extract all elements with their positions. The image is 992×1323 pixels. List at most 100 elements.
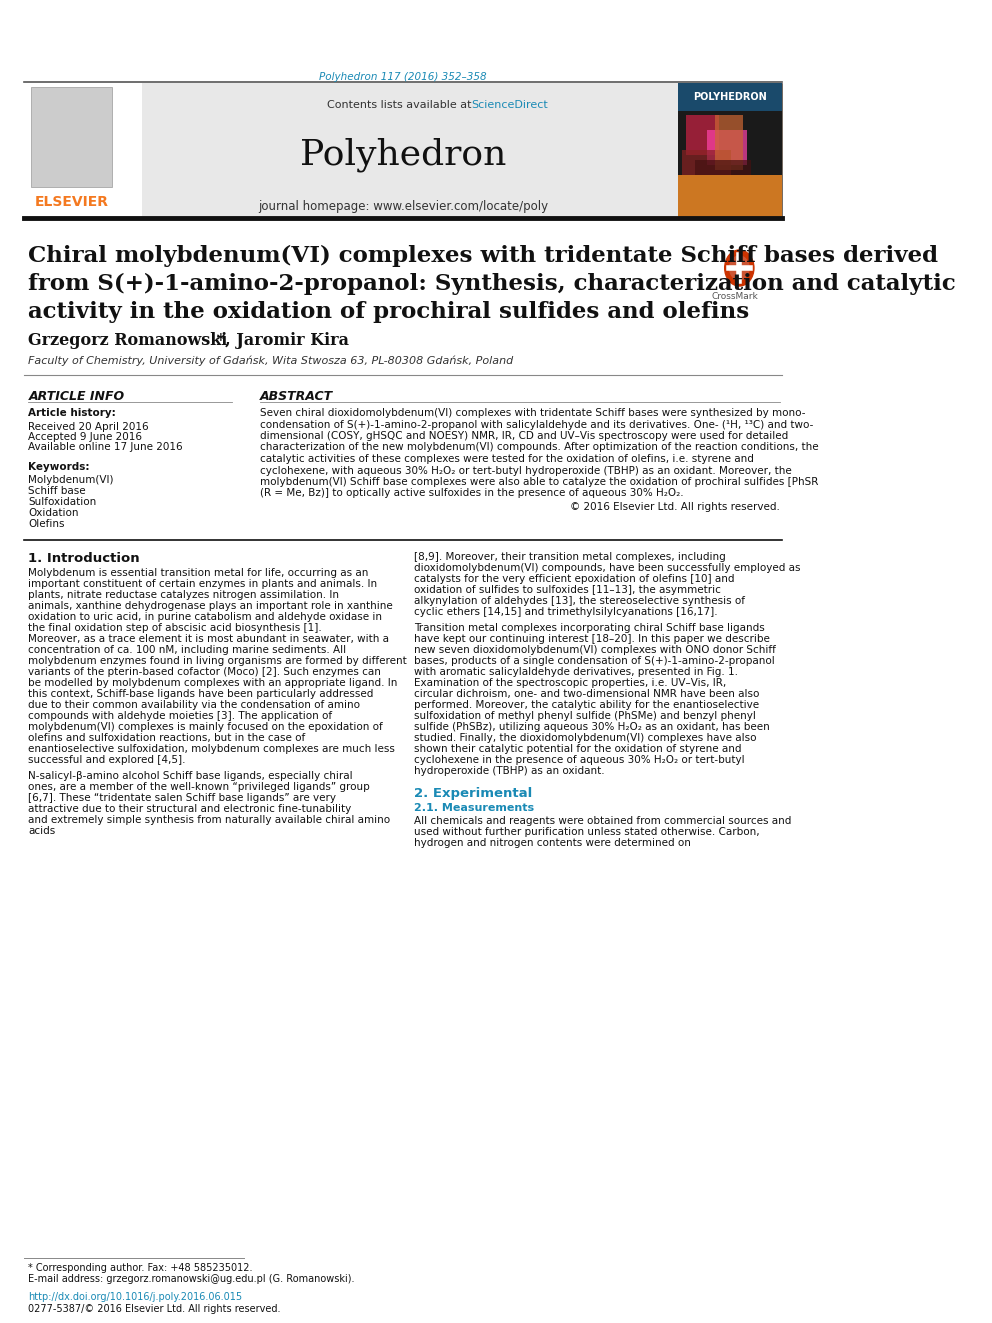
Text: Article history:: Article history: xyxy=(29,407,116,418)
Text: ARTICLE INFO: ARTICLE INFO xyxy=(29,390,125,404)
Text: oxidation to uric acid, in purine catabolism and aldehyde oxidase in: oxidation to uric acid, in purine catabo… xyxy=(29,613,383,622)
Text: the final oxidation step of abscisic acid biosynthesis [1].: the final oxidation step of abscisic aci… xyxy=(29,623,322,632)
Text: dioxidomolybdenum(VI) compounds, have been successfully employed as: dioxidomolybdenum(VI) compounds, have be… xyxy=(415,564,801,573)
Text: olefins and sulfoxidation reactions, but in the case of: olefins and sulfoxidation reactions, but… xyxy=(29,733,306,744)
Bar xyxy=(682,149,731,180)
Text: compounds with aldehyde moieties [3]. The application of: compounds with aldehyde moieties [3]. Th… xyxy=(29,710,332,721)
Text: ones, are a member of the well-known “privileged ligands” group: ones, are a member of the well-known “pr… xyxy=(29,782,370,792)
Text: Polyhedron 117 (2016) 352–358: Polyhedron 117 (2016) 352–358 xyxy=(319,71,487,82)
Text: Molybdenum is essential transition metal for life, occurring as an: Molybdenum is essential transition metal… xyxy=(29,568,369,578)
Text: Polyhedron: Polyhedron xyxy=(300,138,506,172)
Text: Schiff base: Schiff base xyxy=(29,486,86,496)
Text: ABSTRACT: ABSTRACT xyxy=(260,390,333,404)
Text: characterization of the new molybdenum(VI) compounds. After optimization of the : characterization of the new molybdenum(V… xyxy=(260,442,818,452)
Text: due to their common availability via the condensation of amino: due to their common availability via the… xyxy=(29,700,360,710)
Text: ScienceDirect: ScienceDirect xyxy=(471,101,548,110)
Text: [6,7]. These “tridentate salen Schiff base ligands” are very: [6,7]. These “tridentate salen Schiff ba… xyxy=(29,792,336,803)
Text: with aromatic salicylaldehyde derivatives, presented in Fig. 1.: with aromatic salicylaldehyde derivative… xyxy=(415,667,738,677)
Text: ELSEVIER: ELSEVIER xyxy=(35,194,108,209)
Text: hydrogen and nitrogen contents were determined on: hydrogen and nitrogen contents were dete… xyxy=(415,837,691,848)
Text: POLYHEDRON: POLYHEDRON xyxy=(692,93,767,102)
Text: used without further purification unless stated otherwise. Carbon,: used without further purification unless… xyxy=(415,827,760,837)
Bar xyxy=(679,83,782,111)
Text: (R = Me, Bz)] to optically active sulfoxides in the presence of aqueous 30% H₂O₂: (R = Me, Bz)] to optically active sulfox… xyxy=(260,488,683,499)
Text: All chemicals and reagents were obtained from commercial sources and: All chemicals and reagents were obtained… xyxy=(415,816,792,826)
Bar xyxy=(715,115,743,169)
Text: Received 20 April 2016: Received 20 April 2016 xyxy=(29,422,149,433)
Text: hydroperoxide (TBHP) as an oxidant.: hydroperoxide (TBHP) as an oxidant. xyxy=(415,766,605,777)
Text: 1. Introduction: 1. Introduction xyxy=(29,552,140,565)
Text: circular dichroism, one- and two-dimensional NMR have been also: circular dichroism, one- and two-dimensi… xyxy=(415,689,760,699)
Text: catalytic activities of these complexes were tested for the oxidation of olefins: catalytic activities of these complexes … xyxy=(260,454,754,464)
Text: oxidation of sulfides to sulfoxides [11–13], the asymmetric: oxidation of sulfides to sulfoxides [11–… xyxy=(415,585,721,595)
Circle shape xyxy=(725,250,754,286)
Text: Oxidation: Oxidation xyxy=(29,508,79,519)
Text: Accepted 9 June 2016: Accepted 9 June 2016 xyxy=(29,433,143,442)
Text: shown their catalytic potential for the oxidation of styrene and: shown their catalytic potential for the … xyxy=(415,744,742,754)
Text: Chiral molybdenum(VI) complexes with tridentate Schiff bases derived: Chiral molybdenum(VI) complexes with tri… xyxy=(29,245,938,267)
Text: CrossMark: CrossMark xyxy=(712,292,759,302)
Text: condensation of S(+)-1-amino-2-propanol with salicylaldehyde and its derivatives: condensation of S(+)-1-amino-2-propanol … xyxy=(260,419,813,430)
Text: Available online 17 June 2016: Available online 17 June 2016 xyxy=(29,442,184,452)
Bar xyxy=(679,83,782,218)
Bar xyxy=(25,83,142,218)
Text: Faculty of Chemistry, University of Gdańsk, Wita Stwosza 63, PL-80308 Gdańsk, Po: Faculty of Chemistry, University of Gdań… xyxy=(29,355,514,365)
Text: Molybdenum(VI): Molybdenum(VI) xyxy=(29,475,114,486)
Text: dimensional (COSY, gHSQC and NOESY) NMR, IR, CD and UV–Vis spectroscopy were use: dimensional (COSY, gHSQC and NOESY) NMR,… xyxy=(260,431,789,441)
Text: journal homepage: www.elsevier.com/locate/poly: journal homepage: www.elsevier.com/locat… xyxy=(258,200,548,213)
Text: 2. Experimental: 2. Experimental xyxy=(415,787,533,800)
Text: sulfoxidation of methyl phenyl sulfide (PhSMe) and benzyl phenyl: sulfoxidation of methyl phenyl sulfide (… xyxy=(415,710,756,721)
Bar xyxy=(686,115,719,155)
Circle shape xyxy=(729,255,749,280)
Text: plants, nitrate reductase catalyzes nitrogen assimilation. In: plants, nitrate reductase catalyzes nitr… xyxy=(29,590,339,601)
Text: important constituent of certain enzymes in plants and animals. In: important constituent of certain enzymes… xyxy=(29,579,378,589)
Text: variants of the pterin-based cofactor (Moco) [2]. Such enzymes can: variants of the pterin-based cofactor (M… xyxy=(29,667,381,677)
Text: [8,9]. Moreover, their transition metal complexes, including: [8,9]. Moreover, their transition metal … xyxy=(415,552,726,562)
Text: molybdenum(VI) complexes is mainly focused on the epoxidation of: molybdenum(VI) complexes is mainly focus… xyxy=(29,722,383,732)
Text: this context, Schiff-base ligands have been particularly addressed: this context, Schiff-base ligands have b… xyxy=(29,689,374,699)
Text: E-mail address: grzegorz.romanowski@ug.edu.pl (G. Romanowski).: E-mail address: grzegorz.romanowski@ug.e… xyxy=(29,1274,355,1285)
Text: cyclic ethers [14,15] and trimethylsilylcyanations [16,17].: cyclic ethers [14,15] and trimethylsilyl… xyxy=(415,607,718,617)
Text: from S(+)-1-amino-2-propanol: Synthesis, characterization and catalytic: from S(+)-1-amino-2-propanol: Synthesis,… xyxy=(29,273,956,295)
Bar xyxy=(694,160,752,194)
Text: have kept our continuing interest [18–20]. In this paper we describe: have kept our continuing interest [18–20… xyxy=(415,634,770,644)
Bar xyxy=(31,87,112,187)
Text: molybdenum(VI) Schiff base complexes were also able to catalyze the oxidation of: molybdenum(VI) Schiff base complexes wer… xyxy=(260,478,818,487)
Text: *, Jaromir Kira: *, Jaromir Kira xyxy=(211,332,349,349)
Text: molybdenum enzymes found in living organisms are formed by different: molybdenum enzymes found in living organ… xyxy=(29,656,407,665)
Text: bases, products of a single condensation of S(+)-1-amino-2-propanol: bases, products of a single condensation… xyxy=(415,656,775,665)
Text: be modelled by molybdenum complexes with an appropriate ligand. In: be modelled by molybdenum complexes with… xyxy=(29,677,398,688)
Text: animals, xanthine dehydrogenase plays an important role in xanthine: animals, xanthine dehydrogenase plays an… xyxy=(29,601,393,611)
Text: attractive due to their structural and electronic fine-tunability: attractive due to their structural and e… xyxy=(29,804,352,814)
Text: Sulfoxidation: Sulfoxidation xyxy=(29,497,96,507)
Bar xyxy=(679,111,782,201)
Text: http://dx.doi.org/10.1016/j.poly.2016.06.015: http://dx.doi.org/10.1016/j.poly.2016.06… xyxy=(29,1293,243,1302)
Text: 2.1. Measurements: 2.1. Measurements xyxy=(415,803,535,814)
Text: catalysts for the very efficient epoxidation of olefins [10] and: catalysts for the very efficient epoxida… xyxy=(415,574,735,583)
Text: alkynylation of aldehydes [13], the stereoselective synthesis of: alkynylation of aldehydes [13], the ster… xyxy=(415,595,745,606)
Text: and extremely simple synthesis from naturally available chiral amino: and extremely simple synthesis from natu… xyxy=(29,815,391,826)
Text: Seven chiral dioxidomolybdenum(VI) complexes with tridentate Schiff bases were s: Seven chiral dioxidomolybdenum(VI) compl… xyxy=(260,407,806,418)
Text: successful and explored [4,5].: successful and explored [4,5]. xyxy=(29,755,186,765)
Text: Grzegorz Romanowski: Grzegorz Romanowski xyxy=(29,332,228,349)
Text: new seven dioxidomolybdenum(VI) complexes with ONO donor Schiff: new seven dioxidomolybdenum(VI) complexe… xyxy=(415,646,776,655)
Text: Olefins: Olefins xyxy=(29,519,64,529)
Text: cyclohexene, with aqueous 30% H₂O₂ or tert-butyl hydroperoxide (TBHP) as an oxid: cyclohexene, with aqueous 30% H₂O₂ or te… xyxy=(260,466,792,475)
Text: © 2016 Elsevier Ltd. All rights reserved.: © 2016 Elsevier Ltd. All rights reserved… xyxy=(570,501,780,512)
Bar xyxy=(142,83,679,218)
Text: Examination of the spectroscopic properties, i.e. UV–Vis, IR,: Examination of the spectroscopic propert… xyxy=(415,677,726,688)
Text: studied. Finally, the dioxidomolybdenum(VI) complexes have also: studied. Finally, the dioxidomolybdenum(… xyxy=(415,733,757,744)
Text: 0277-5387/© 2016 Elsevier Ltd. All rights reserved.: 0277-5387/© 2016 Elsevier Ltd. All right… xyxy=(29,1304,281,1314)
Text: Contents lists available at: Contents lists available at xyxy=(327,101,479,110)
Text: Transition metal complexes incorporating chiral Schiff base ligands: Transition metal complexes incorporating… xyxy=(415,623,765,632)
Text: N-salicyl-β-amino alcohol Schiff base ligands, especially chiral: N-salicyl-β-amino alcohol Schiff base li… xyxy=(29,771,353,781)
Bar xyxy=(707,130,747,165)
Bar xyxy=(679,175,782,218)
Text: concentration of ca. 100 nM, including marine sediments. All: concentration of ca. 100 nM, including m… xyxy=(29,646,346,655)
Text: Moreover, as a trace element it is most abundant in seawater, with a: Moreover, as a trace element it is most … xyxy=(29,634,390,644)
Text: enantioselective sulfoxidation, molybdenum complexes are much less: enantioselective sulfoxidation, molybden… xyxy=(29,744,395,754)
Text: acids: acids xyxy=(29,826,56,836)
Text: Keywords:: Keywords: xyxy=(29,462,90,472)
Text: sulfide (PhSBz), utilizing aqueous 30% H₂O₂ as an oxidant, has been: sulfide (PhSBz), utilizing aqueous 30% H… xyxy=(415,722,770,732)
Text: * Corresponding author. Fax: +48 585235012.: * Corresponding author. Fax: +48 5852350… xyxy=(29,1263,253,1273)
